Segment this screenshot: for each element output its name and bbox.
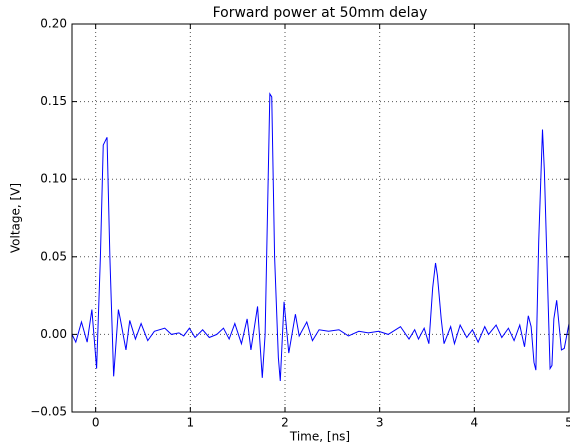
chart-title: Forward power at 50mm delay bbox=[213, 5, 428, 21]
y-tick-label: 0.00 bbox=[40, 327, 67, 341]
y-tick-label: 0.15 bbox=[40, 94, 67, 108]
x-tick-label: 2 bbox=[281, 416, 289, 430]
x-tick-label: 4 bbox=[471, 416, 479, 430]
y-tick-label: 0.20 bbox=[40, 17, 67, 31]
y-tick-label: 0.10 bbox=[40, 172, 67, 186]
x-axis-label: Time, [ns] bbox=[289, 430, 350, 444]
x-tick-label: 3 bbox=[376, 416, 384, 430]
y-tick-label: −0.05 bbox=[30, 405, 67, 419]
y-axis-label: Voltage, [V] bbox=[9, 183, 23, 253]
x-tick-label: 5 bbox=[565, 416, 570, 430]
data-line bbox=[71, 92, 570, 382]
y-tick-label: 0.05 bbox=[40, 249, 67, 263]
plot-frame bbox=[71, 23, 570, 413]
x-tick-label: 1 bbox=[187, 416, 195, 430]
x-tick-label: 0 bbox=[92, 416, 100, 430]
